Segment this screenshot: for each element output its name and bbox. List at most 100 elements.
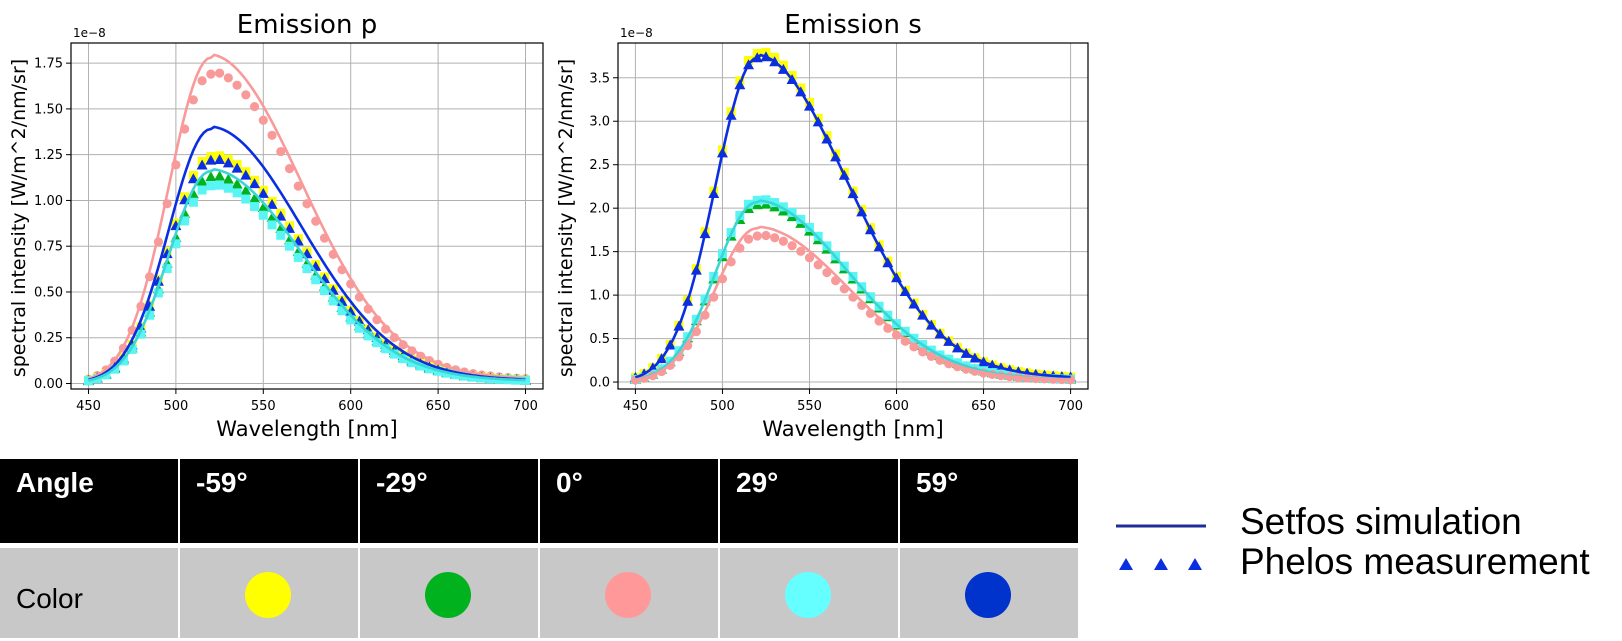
measurement-point [761, 195, 771, 205]
angle-cell: 29° [720, 459, 900, 543]
axes-frame [70, 42, 544, 390]
measurement-point [223, 73, 233, 83]
measurement-point [258, 115, 268, 125]
color-swatch-neg59 [245, 572, 291, 618]
measurement-point [153, 288, 163, 298]
y-tick-label: 1.5 [589, 245, 610, 260]
chart-panel-s: 450 500 550 600 650 700 0.0 0.5 1.0 1.5 2.0 2.5 3.0 3… [555, 10, 1089, 441]
y-tick-label: 1.50 [34, 102, 63, 117]
y-axis-label: spectral intensity [W/m^2/nm/sr] [555, 59, 577, 377]
axes-frame [617, 42, 1089, 390]
x-tick-label: 550 [797, 399, 822, 414]
angle-value: -29° [376, 467, 428, 498]
measurement-point [136, 329, 146, 339]
angle-value: 0° [556, 467, 583, 498]
measurement-point [223, 183, 233, 193]
color-swatch-neg29 [425, 572, 471, 618]
measurement-point [206, 181, 216, 191]
y-tick-label: 0.50 [34, 285, 63, 300]
angle-header-label: Angle [16, 467, 94, 498]
measurement-point [275, 210, 287, 221]
measurement-point [180, 216, 190, 226]
measurement-point [398, 340, 408, 350]
y-tick-label: 0.75 [34, 240, 63, 255]
color-swatch-29 [785, 572, 831, 618]
measurement-point [188, 95, 198, 105]
color-swatch-59 [965, 572, 1011, 618]
measurement-point [250, 202, 260, 212]
measurement-point [381, 344, 391, 354]
measurement-point [214, 153, 226, 164]
measurement-point [240, 169, 252, 180]
measurement-point [257, 187, 269, 198]
simulation-line-0° [88, 53, 526, 381]
color-cell [360, 543, 540, 638]
legend-triangles-icon [1119, 558, 1202, 570]
x-tick-label: 550 [251, 399, 276, 414]
legend-simulation: Setfos simulation [1114, 502, 1614, 548]
measurement-point [197, 185, 207, 195]
angle-value: 59° [916, 467, 959, 498]
measurement-point [302, 264, 312, 274]
measurement-point [241, 90, 251, 100]
x-tick-label: 600 [338, 399, 363, 414]
measurement-point [258, 210, 268, 220]
angle-cell: 59° [900, 459, 1078, 543]
angle-cell: -59° [180, 459, 360, 543]
measurement-point [266, 212, 278, 223]
measurement-point [285, 241, 295, 251]
angle-cell: 0° [540, 459, 720, 543]
x-tick-label: 650 [426, 399, 451, 414]
y-tick-label: 0.00 [34, 377, 63, 392]
measurement-point [337, 306, 347, 316]
measurement-point [127, 344, 137, 354]
angle-header-row: Angle -59° -29° 0° 29° 59° [0, 459, 1078, 543]
y-axis-label: spectral intensity [W/m^2/nm/sr] [8, 59, 30, 377]
color-label: Color [16, 583, 83, 614]
measurement-point [407, 358, 417, 368]
y-tick-label: 1.0 [589, 289, 610, 304]
measurement-point [214, 68, 225, 78]
y-tick-label: 1.00 [34, 194, 63, 209]
color-cell [540, 543, 720, 638]
measurement-point [389, 332, 400, 343]
color-cell [720, 543, 900, 638]
measurement-point [240, 184, 252, 195]
measurement-point [249, 192, 261, 203]
angle-color-table: Angle -59° -29° 0° 29° 59° Color [0, 459, 1078, 638]
measurement-point [267, 220, 277, 230]
legend-simulation-label: Setfos simulation [1240, 501, 1522, 542]
color-cell [900, 543, 1078, 638]
y-tick-label: 1.25 [34, 148, 63, 163]
color-cell [180, 543, 360, 638]
measurement-point [787, 241, 797, 251]
measurement-point [205, 154, 217, 165]
measurement-point [231, 162, 243, 173]
angle-cell: -29° [360, 459, 540, 543]
simulation-line-59° [634, 53, 1071, 379]
y-tick-label: 0.25 [34, 331, 63, 346]
angle-header-label-cell: Angle [0, 459, 180, 543]
measurement-point [372, 338, 382, 348]
charts-figure: 450 500 550 600 650 700 0.00 0.25 0.50 0.75 1.00 1.… [8, 10, 1089, 441]
measurement-point [761, 230, 771, 241]
measurement-point [276, 146, 286, 157]
measurement-point [144, 300, 156, 311]
angle-value: -59° [196, 467, 248, 498]
measurement-point [231, 178, 243, 189]
measurement-point [276, 230, 286, 240]
measurement-point [249, 101, 260, 112]
y-tick-label: 0.5 [589, 332, 610, 347]
simulation-line-29° [88, 168, 526, 382]
measurement-point [389, 349, 399, 359]
measurement-point [162, 264, 172, 274]
measurement-point [206, 69, 216, 79]
measurement-point [275, 222, 287, 233]
measurement-point [196, 175, 208, 186]
measurement-point [804, 253, 815, 263]
measurement-point [232, 188, 242, 198]
y-tick-label: 2.5 [589, 158, 610, 173]
measurement-point [398, 354, 408, 364]
chart-title: Emission s [784, 10, 922, 40]
measurement-point [744, 199, 754, 209]
